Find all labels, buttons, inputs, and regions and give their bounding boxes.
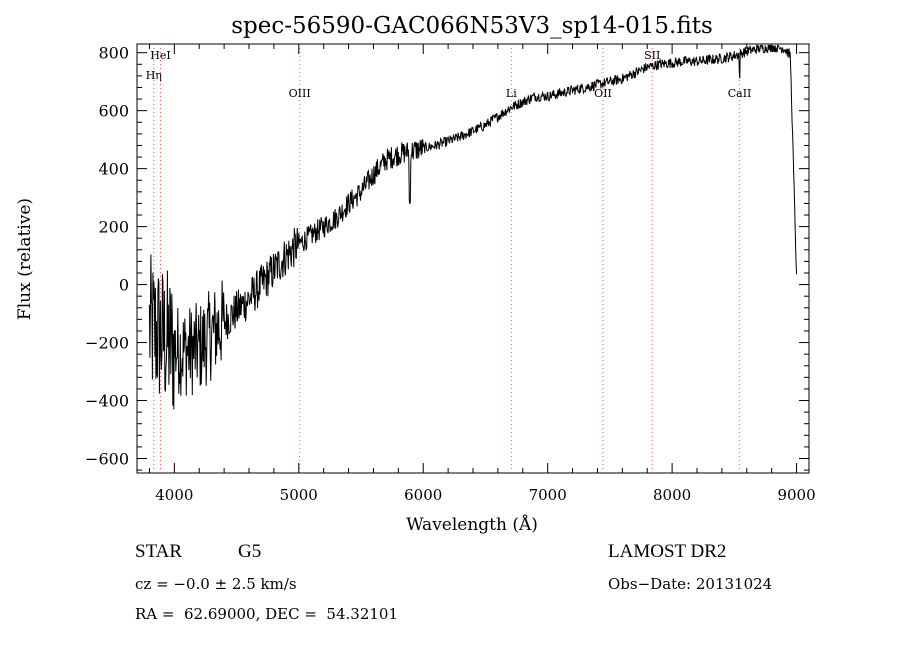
marker-label-3: Li: [506, 87, 517, 100]
marker-label-1: Hη: [146, 69, 162, 82]
y-tick-label-200: 200: [98, 218, 129, 237]
object-subclass: G5: [238, 541, 262, 562]
redshift-velocity: cz = −0.0 ± 2.5 km/s: [135, 575, 297, 593]
y-tick-label-800: 800: [98, 44, 129, 63]
y-tick-label-600: 600: [98, 102, 129, 121]
x-tick-label-9000: 9000: [777, 486, 815, 504]
y-tick-label-0: 0: [119, 276, 129, 295]
x-tick-label-5000: 5000: [280, 486, 318, 504]
spectral-line-markers: HeI Hη OIII Li OII SII CaII: [146, 44, 752, 473]
y-tick-label-400: 400: [98, 160, 129, 179]
chart-title: spec-56590-GAC066N53V3_sp14-015.fits: [231, 13, 713, 39]
sky-coordinates: RA = 62.69000, DEC = 54.32101: [135, 605, 399, 623]
y-tick-label--400: −400: [85, 392, 129, 411]
y-axis-label: Flux (relative): [15, 198, 35, 320]
marker-label-6: CaII: [728, 87, 752, 100]
x-tick-label-7000: 7000: [529, 486, 567, 504]
x-tick-label-6000: 6000: [404, 486, 442, 504]
observation-date: Obs−Date: 20131024: [608, 575, 773, 593]
plot-frame: [136, 43, 810, 474]
x-axis-label: Wavelength (Å): [406, 514, 538, 535]
flux-series-line: [148, 44, 798, 410]
object-type: STAR: [135, 541, 183, 562]
axis-ticks: [137, 44, 809, 473]
marker-label-4: OII: [594, 87, 612, 100]
tick-labels: 4000 5000 6000 7000 8000 9000 −600 −400 −200 0 200…: [85, 44, 816, 504]
y-tick-label--600: −600: [85, 450, 129, 469]
marker-label-2: OIII: [289, 87, 311, 100]
x-tick-label-4000: 4000: [155, 486, 193, 504]
survey-name: LAMOST DR2: [608, 541, 727, 562]
marker-label-5: SII: [644, 49, 660, 62]
marker-label-0: HeI: [150, 49, 170, 62]
y-tick-label--200: −200: [85, 334, 129, 353]
x-tick-label-8000: 8000: [653, 486, 691, 504]
